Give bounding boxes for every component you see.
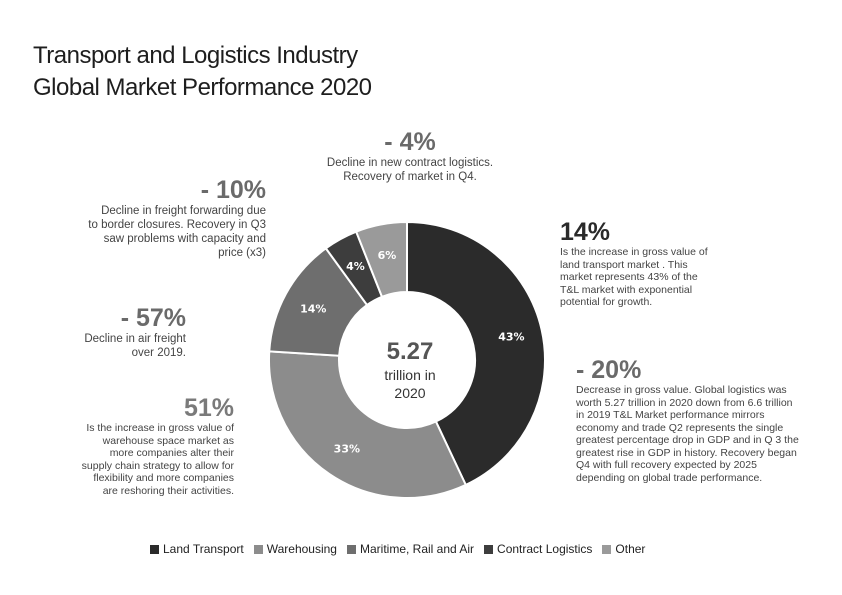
title-line-2: Global Market Performance 2020 [33, 74, 372, 101]
legend-label: Maritime, Rail and Air [359, 542, 475, 556]
donut-hole [340, 293, 474, 427]
annotation-freight-value: - 10% [200, 176, 266, 204]
annotation-land: 14% Is the increase in gross value of la… [560, 218, 780, 309]
center-line-2: 2020 [394, 385, 426, 401]
legend-item: Contract Logistics [484, 542, 592, 556]
slice-other [354, 220, 408, 299]
text-line: T&L market with exponential [560, 283, 693, 296]
text-line: price (x3) [218, 247, 266, 259]
slice-warehousing [268, 350, 468, 499]
annotation-gross: - 20% Decrease in gross value. Global lo… [576, 356, 836, 484]
text-line: Decline in air freight [84, 333, 186, 345]
text-line: greatest rise in GDP in history. Recover… [576, 446, 797, 459]
text-line: saw problems with capacity and [103, 233, 266, 245]
annotation-contract-text: Decline in new contract logistics. Recov… [290, 156, 530, 184]
slice-label: 6% [378, 249, 397, 262]
text-line: Decrease in gross value. Global logistic… [576, 384, 787, 396]
text-line: to border closures. Recovery in Q3 [88, 219, 266, 231]
legend-label: Warehousing [266, 542, 337, 556]
legend-swatch [602, 544, 612, 554]
annotation-gross-text: Decrease in gross value. Global logistic… [576, 384, 836, 484]
text-line: Is the increase in gross value of [560, 246, 708, 258]
legend-swatch [346, 544, 356, 554]
slice-label: 43% [498, 331, 524, 344]
annotation-contract-value: - 4% [384, 128, 436, 156]
text-line: Decline in new contract logistics. [326, 157, 494, 169]
chart-legend: Land Transport Warehousing Maritime, Rail … [150, 542, 645, 556]
annotation-warehouse-value: 51% [183, 394, 234, 422]
legend-item: Maritime, Rail and Air [346, 542, 475, 556]
slice-label: 33% [334, 442, 360, 455]
text-line: land transport market . This [560, 258, 688, 271]
text-line: more companies alter their [109, 447, 234, 459]
text-line: warehouse space market as [102, 434, 234, 447]
chart-title: Transport and Logistics Industry Global … [33, 40, 372, 104]
text-line: Q4 with full recovery expected by 2025 [576, 459, 757, 471]
legend-swatch [253, 544, 263, 554]
legend-label: Other [615, 542, 646, 556]
slice-land-transport [406, 220, 546, 487]
legend-item: Land Transport [150, 542, 244, 556]
legend-swatch [150, 544, 159, 554]
annotation-gross-value: - 20% [576, 356, 642, 384]
text-line: economy and trade Q2 represents the sing… [576, 421, 784, 434]
legend-label: Land Transport [163, 542, 244, 556]
text-line: Decline in freight forwarding due [101, 205, 266, 217]
text-line: potential for growth. [560, 296, 653, 308]
text-line: over 2019. [131, 347, 186, 359]
annotation-warehouse: 51% Is the increase in gross value of wa… [56, 394, 234, 497]
annotation-air-value: - 57% [120, 304, 186, 332]
slice-label: 4% [346, 260, 365, 273]
legend-item: Warehousing [253, 542, 337, 556]
center-line-1: trillion in [384, 367, 436, 383]
text-line: Is the increase in gross value of [86, 422, 234, 434]
text-line: are reshoring their activities. [102, 484, 234, 497]
text-line: in 2019 T&L Market performance mirrors [576, 409, 765, 421]
annotation-warehouse-text: Is the increase in gross value of wareho… [56, 422, 234, 497]
center-value: 5.27 [386, 338, 434, 365]
annotation-land-text: Is the increase in gross value of land t… [560, 246, 780, 309]
annotation-freight: - 10% Decline in freight forwarding due … [40, 176, 266, 260]
slice-label: 14% [300, 302, 326, 315]
legend-swatch [484, 544, 494, 554]
legend-label: Contract Logistics [497, 542, 593, 556]
center-label: 5.27 trillion in 2020 [340, 338, 480, 402]
annotation-land-value: 14% [560, 218, 611, 246]
text-line: worth 5.27 trillion in 2020 down from 6.… [576, 396, 793, 409]
text-line: greatest percentage drop in GDP and in Q… [576, 434, 799, 446]
text-line: flexibility and more companies [93, 472, 234, 484]
legend-item: Other [602, 542, 645, 556]
text-line: depending on global trade performance. [576, 471, 763, 484]
annotation-air: - 57% Decline in air freight over 2019. [60, 304, 186, 360]
annotation-freight-text: Decline in freight forwarding due to bor… [40, 204, 266, 260]
text-line: Recovery of market in Q4. [343, 171, 477, 183]
title-line-1: Transport and Logistics Industry [33, 42, 358, 69]
text-line: market represents 43% of the [560, 271, 698, 283]
annotation-air-text: Decline in air freight over 2019. [60, 332, 186, 360]
annotation-contract: - 4% Decline in new contract logistics. … [290, 128, 530, 184]
text-line: supply chain strategy to allow for [81, 459, 234, 472]
